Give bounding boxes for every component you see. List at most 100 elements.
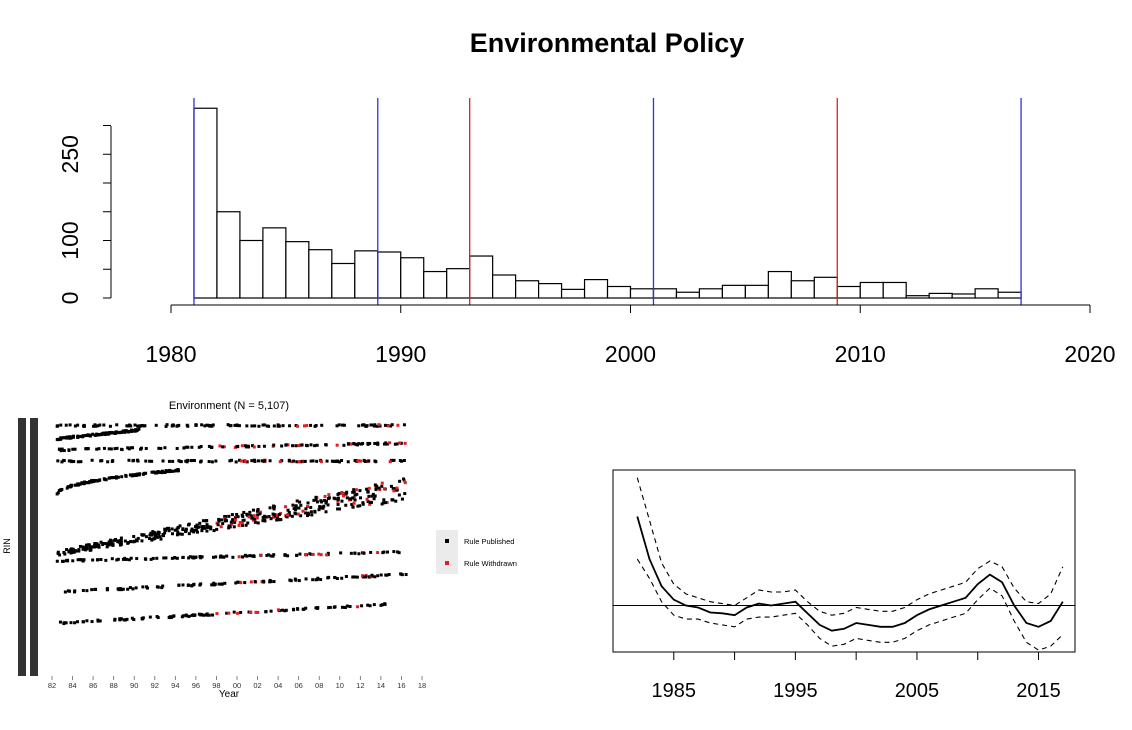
point-rule-published [233,520,237,524]
scatter-x-tick-label: 94 [171,681,179,690]
histogram-bar [721,284,746,299]
point-rule-published [144,446,148,450]
confidence-band-line [636,477,1064,616]
point-rule-published [73,549,77,553]
point-rule-published [91,432,95,436]
point-rule-published [237,580,241,584]
point-rule-withdrawn [310,552,314,556]
point-rule-published [385,442,389,446]
point-rule-published [195,523,199,527]
point-rule-withdrawn [352,501,356,505]
point-rule-withdrawn [403,441,407,445]
point-rule-withdrawn [365,497,369,501]
scatter-points [55,423,408,626]
point-rule-published [246,521,250,525]
point-rule-published [207,423,211,427]
point-rule-published [127,423,131,427]
point-rule-withdrawn [297,444,301,448]
point-rule-published [373,575,377,579]
point-rule-published [250,424,254,428]
point-rule-published [324,499,328,503]
point-rule-published [84,434,88,438]
point-rule-published [62,550,66,554]
point-rule-published [180,532,184,536]
point-rule-published [148,533,152,537]
point-rule-published [69,485,73,489]
point-rule-withdrawn [368,502,372,506]
point-rule-published [221,522,225,526]
point-rule-published [351,490,355,494]
point-rule-withdrawn [275,513,279,517]
point-rule-published [79,558,83,562]
point-rule-published [352,490,356,494]
point-rule-published [340,576,344,580]
point-rule-published [330,459,334,463]
point-rule-withdrawn [341,494,345,498]
point-rule-withdrawn [284,505,288,509]
point-rule-published [391,487,395,491]
point-rule-published [81,424,85,428]
point-rule-withdrawn [278,460,282,464]
point-rule-published [173,528,177,532]
point-rule-published [203,424,207,428]
histogram-bar [652,288,678,299]
point-rule-published [111,542,115,546]
point-rule-published [195,528,199,532]
point-rule-published [261,423,265,427]
point-rule-published [207,613,211,617]
point-rule-withdrawn [398,441,402,445]
point-rule-published [253,517,257,521]
point-rule-published [56,459,60,463]
point-rule-published [138,472,142,476]
point-rule-published [272,504,276,508]
histogram-bar [698,288,723,299]
point-rule-published [268,506,272,510]
point-rule-published [181,614,185,618]
point-rule-published [85,481,89,485]
point-rule-published [228,424,232,428]
point-rule-published [197,445,201,449]
point-rule-published [215,527,219,531]
point-rule-published [134,428,138,432]
point-rule-published [371,492,375,496]
point-rule-published [192,530,196,534]
point-rule-published [209,525,213,529]
point-rule-published [135,458,139,462]
point-rule-published [349,551,353,555]
point-rule-withdrawn [286,513,290,517]
point-rule-published [151,530,155,534]
point-rule-published [76,460,80,464]
point-rule-published [170,532,174,536]
point-rule-withdrawn [392,489,396,493]
point-rule-published [159,446,163,450]
line-panel: 1985 1995 2005 2015 [612,469,1076,702]
point-rule-published [369,550,373,554]
point-rule-published [346,460,350,464]
point-rule-published [56,424,60,428]
point-rule-withdrawn [301,509,305,513]
point-rule-published [184,445,188,449]
point-rule-published [81,588,85,592]
point-rule-published [176,530,180,534]
histogram-bar [882,281,907,299]
point-rule-published [359,496,363,500]
point-rule-published [241,555,245,559]
point-rule-withdrawn [239,459,243,463]
point-rule-published [192,613,196,617]
point-rule-published [324,443,328,447]
point-rule-published [193,528,197,532]
point-rule-published [182,446,186,450]
point-rule-published [73,589,77,593]
point-rule-published [93,433,97,437]
point-rule-published [256,459,260,463]
point-rule-published [313,424,317,428]
point-rule-published [126,424,130,428]
point-rule-published [202,613,206,617]
point-rule-published [186,424,190,428]
point-rule-published [392,550,396,554]
histogram-bar [423,270,448,299]
point-rule-published [205,423,209,427]
point-rule-published [148,615,152,619]
point-rule-published [362,458,366,462]
point-rule-published [123,556,127,560]
